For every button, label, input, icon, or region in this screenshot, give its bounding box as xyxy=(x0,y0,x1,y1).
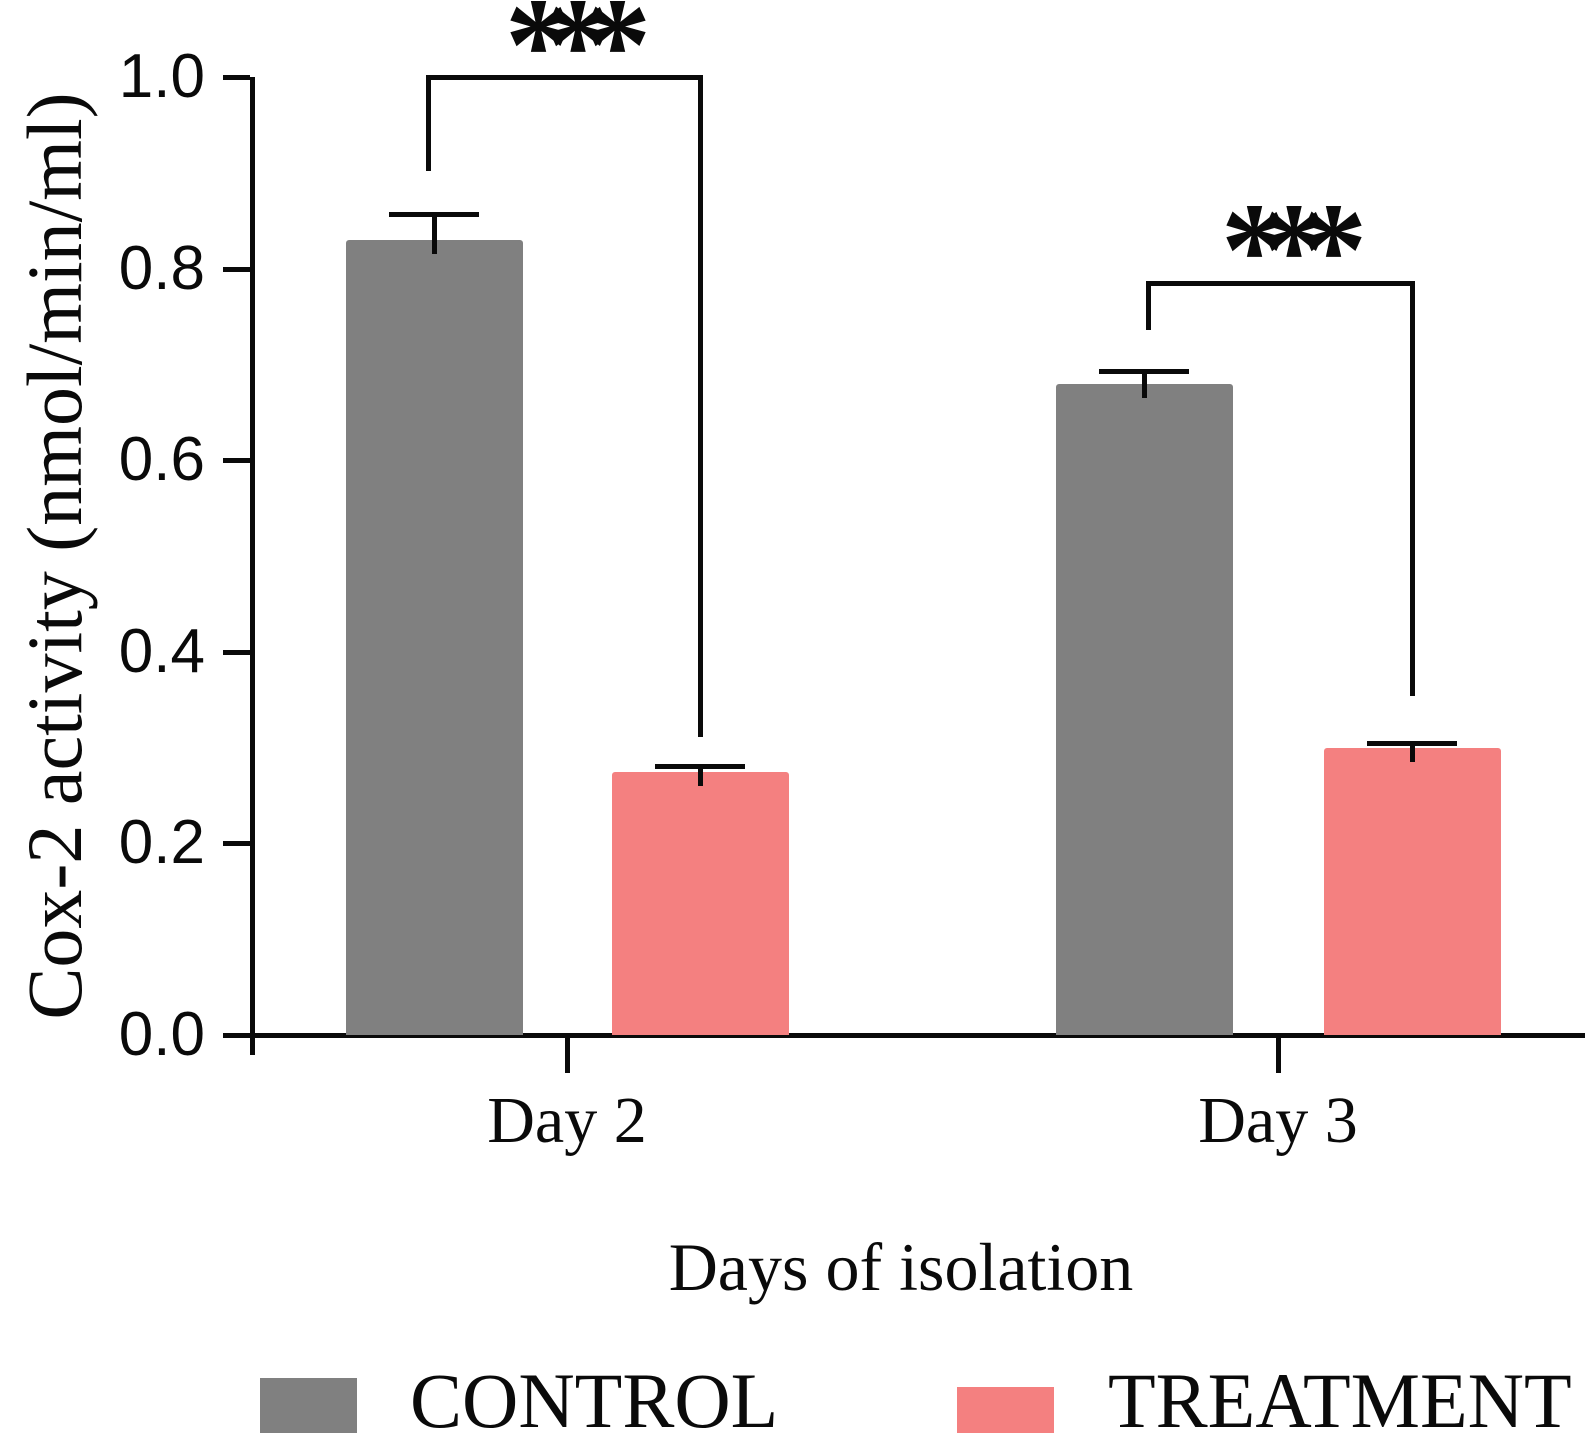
significance-bracket-top xyxy=(1146,281,1415,286)
error-bar-cap xyxy=(389,211,479,217)
bar-control-day3 xyxy=(1055,383,1233,1035)
significance-bracket-right xyxy=(1410,281,1415,696)
x-category-label: Day 2 xyxy=(487,1084,647,1157)
error-bar-whisker xyxy=(698,765,703,786)
significance-bracket-left xyxy=(426,75,431,171)
significance-stars: *** xyxy=(504,0,651,120)
legend-swatch-treatment xyxy=(957,1387,1054,1433)
bar-treatment-day3 xyxy=(1323,747,1501,1035)
bar-control-day2 xyxy=(345,239,523,1035)
x-axis-title: Days of isolation xyxy=(668,1229,1134,1305)
significance-stars: *** xyxy=(1220,176,1367,325)
y-tick xyxy=(223,266,250,272)
legend-swatch-control xyxy=(260,1378,357,1433)
y-tick-label: 0.8 xyxy=(118,233,205,303)
error-bar-whisker xyxy=(432,213,437,254)
y-tick-label: 0.4 xyxy=(118,616,205,686)
legend-label-control: CONTROL xyxy=(410,1357,779,1433)
y-axis-line xyxy=(250,77,255,1055)
y-tick-label: 1.0 xyxy=(118,42,205,111)
significance-bracket-left xyxy=(1146,281,1151,330)
x-axis-line xyxy=(250,1033,1585,1038)
error-bar-cap xyxy=(1367,740,1457,746)
significance-bracket-right xyxy=(698,75,703,737)
y-tick-label: 0.0 xyxy=(118,1000,205,1069)
error-bar-cap xyxy=(655,763,745,769)
bar-treatment-day2 xyxy=(611,771,789,1035)
x-category-label: Day 3 xyxy=(1198,1084,1358,1157)
y-tick xyxy=(223,649,250,655)
error-bar-whisker xyxy=(1410,742,1415,762)
significance-bracket-top xyxy=(426,75,703,80)
x-tick xyxy=(565,1035,570,1073)
y-tick-label: 0.6 xyxy=(118,425,205,495)
legend-label-treatment: TREATMENT xyxy=(1108,1357,1572,1433)
y-tick xyxy=(223,1033,250,1038)
y-axis-title: Cox-2 activity (nmol/min/ml) xyxy=(11,92,98,1020)
error-bar-cap xyxy=(1099,369,1189,375)
y-tick xyxy=(223,75,250,80)
y-tick-label: 0.2 xyxy=(118,808,205,878)
y-tick xyxy=(223,841,250,847)
error-bar-whisker xyxy=(1142,371,1147,398)
x-tick xyxy=(1276,1035,1281,1073)
y-tick xyxy=(223,458,250,464)
